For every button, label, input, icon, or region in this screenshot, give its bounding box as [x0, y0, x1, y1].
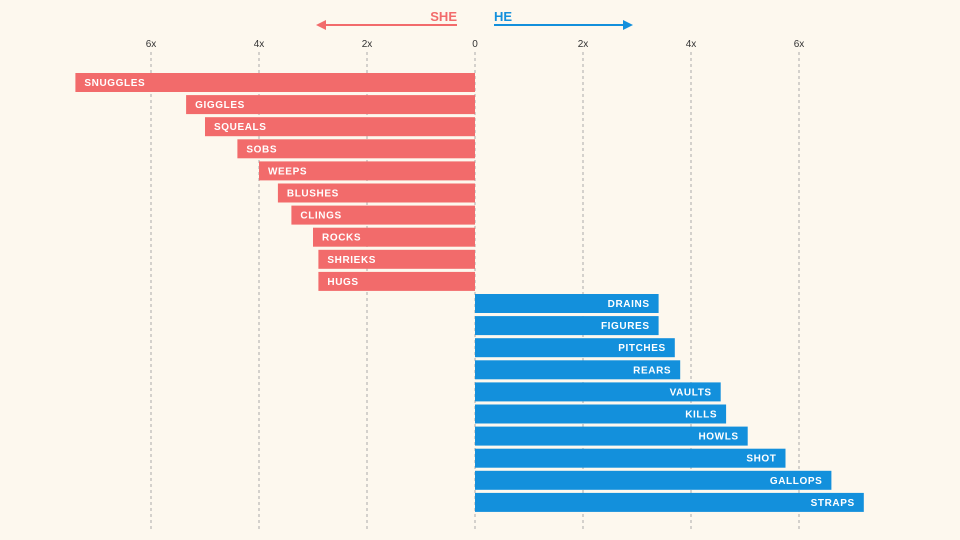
she-bar [318, 249, 475, 269]
she-bar [318, 271, 475, 291]
bar-label: GIGGLES [195, 100, 245, 111]
he-bar [475, 294, 659, 313]
she-bar [291, 205, 475, 225]
she-direction-label: SHE [430, 9, 457, 24]
bar-label: STRAPS [811, 498, 855, 509]
bar-label: DRAINS [608, 299, 650, 310]
bar-label: SHOT [746, 454, 776, 465]
he-bar [475, 338, 675, 358]
bar-label: PITCHES [618, 343, 666, 354]
x-tick-label: 6x [794, 39, 805, 50]
bar-label: KILLS [685, 410, 717, 421]
he-bar [475, 448, 786, 468]
bar-label: HOWLS [698, 432, 738, 443]
he-bar [475, 382, 721, 402]
she-bar [205, 117, 475, 137]
she-bar [313, 227, 475, 247]
bar-label: VAULTS [670, 387, 712, 398]
he-bar [475, 426, 748, 446]
he-arrow-icon [623, 20, 633, 30]
bar-label: FIGURES [601, 321, 650, 332]
bar-label: REARS [633, 365, 671, 376]
he-bar [475, 404, 727, 424]
bar-label: SQUEALS [214, 122, 267, 133]
x-tick-label: 4x [254, 39, 265, 50]
bar-label: SHRIEKS [327, 255, 376, 266]
he-direction-label: HE [494, 9, 512, 24]
bar-label: ROCKS [322, 233, 361, 244]
he-bar [475, 360, 681, 380]
bar-label: SOBS [246, 144, 277, 155]
x-tick-label: 2x [578, 39, 589, 50]
x-tick-label: 4x [686, 39, 697, 50]
she-bar [277, 183, 475, 203]
she-arrow-icon [316, 20, 326, 30]
she-bar [259, 161, 475, 181]
bar-label: GALLOPS [770, 476, 823, 487]
x-tick-label: 2x [362, 39, 373, 50]
he-bar [475, 492, 864, 512]
x-tick-label: 0 [472, 39, 478, 50]
bar-label: SNUGGLES [84, 78, 145, 89]
bar-label: CLINGS [300, 211, 341, 222]
she-bar [186, 95, 475, 115]
bars: SNUGGLES GIGGLES SQUEALS SOBS WEEPS BLUSHES CL… [75, 73, 864, 512]
she-bar [237, 139, 475, 159]
bar-label: HUGS [327, 277, 358, 288]
she-bar [75, 73, 476, 92]
x-axis-tick-labels: 6x 4x 2x 0 2x 4x 6x [146, 39, 805, 50]
x-tick-label: 6x [146, 39, 157, 50]
he-bar [475, 316, 659, 336]
direction-header: SHE HE [316, 9, 633, 30]
he-bar [475, 470, 832, 490]
bar-label: BLUSHES [287, 189, 339, 200]
bar-label: WEEPS [268, 166, 307, 177]
